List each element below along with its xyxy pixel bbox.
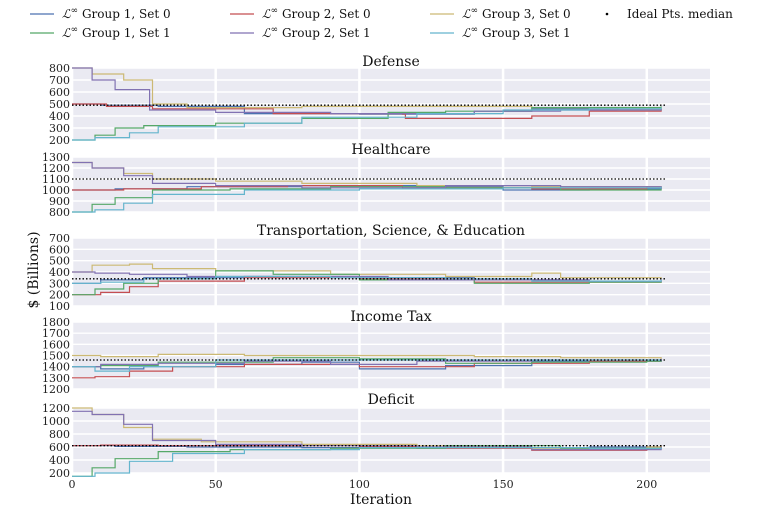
legend-label-g2s0: ℒ∞ Group 2, Set 0 bbox=[262, 6, 371, 21]
y-tick-label: 200 bbox=[49, 134, 70, 147]
y-tick-label: 500 bbox=[49, 98, 70, 111]
legend-label-ideal: Ideal Pts. median bbox=[627, 7, 733, 21]
legend-entry-g3s1: ℒ∞ Group 3, Set 1 bbox=[430, 25, 571, 40]
series-line-g3s1 bbox=[72, 275, 662, 284]
y-tick-label: 400 bbox=[49, 266, 70, 279]
y-tick-label: 1200 bbox=[42, 162, 70, 175]
y-tick-label: 1500 bbox=[42, 350, 70, 363]
panel-title: Deficit bbox=[368, 392, 415, 408]
legend-label-g3s0: ℒ∞ Group 3, Set 0 bbox=[462, 6, 571, 21]
y-tick-label: 1700 bbox=[42, 327, 70, 340]
y-tick-label: 100 bbox=[49, 300, 70, 313]
y-tick-label: 1400 bbox=[42, 361, 70, 374]
legend-label-g3s1: ℒ∞ Group 3, Set 1 bbox=[462, 25, 571, 40]
panel-title: Transportation, Science, & Education bbox=[257, 223, 525, 239]
y-tick-label: 400 bbox=[49, 454, 70, 467]
y-tick-label: 1100 bbox=[42, 173, 70, 186]
y-tick-label: 1600 bbox=[42, 338, 70, 351]
y-tick-label: 800 bbox=[49, 206, 70, 219]
legend-entry-g1s0: ℒ∞ Group 1, Set 0 bbox=[30, 6, 171, 21]
legend-label-g2s1: ℒ∞ Group 2, Set 1 bbox=[262, 25, 371, 40]
series-line-g1s1 bbox=[72, 445, 662, 477]
y-tick-label: 1300 bbox=[42, 372, 70, 385]
y-tick-label: 1200 bbox=[42, 402, 70, 415]
legend-label-g1s0: ℒ∞ Group 1, Set 0 bbox=[62, 6, 171, 21]
x-tick-label: 0 bbox=[69, 478, 76, 491]
y-tick-label: 300 bbox=[49, 277, 70, 290]
y-tick-label: 400 bbox=[49, 110, 70, 123]
legend-label-g1s1: ℒ∞ Group 1, Set 1 bbox=[62, 25, 171, 40]
y-tick-label: 600 bbox=[49, 86, 70, 99]
panel-background bbox=[72, 157, 710, 212]
x-tick-label: 50 bbox=[209, 478, 223, 491]
legend-entry-g2s0: ℒ∞ Group 2, Set 0 bbox=[230, 6, 371, 21]
y-tick-label: 200 bbox=[49, 467, 70, 480]
y-tick-label: 700 bbox=[49, 74, 70, 87]
y-tick-label: 1800 bbox=[42, 316, 70, 329]
series-line-g3s1 bbox=[72, 359, 662, 372]
series-line-g3s1 bbox=[72, 186, 662, 213]
legend-entry-g2s1: ℒ∞ Group 2, Set 1 bbox=[230, 25, 371, 40]
x-tick-label: 200 bbox=[636, 478, 657, 491]
series-line-g3s1 bbox=[72, 107, 662, 141]
series-line-g3s0 bbox=[72, 353, 662, 359]
y-tick-label: 600 bbox=[49, 441, 70, 454]
y-axis-label: $ (Billions) bbox=[26, 231, 42, 308]
y-tick-label: 200 bbox=[49, 289, 70, 302]
series-line-g1s1 bbox=[72, 270, 662, 296]
y-tick-label: 700 bbox=[49, 232, 70, 245]
legend-entry-ideal: Ideal Pts. median bbox=[605, 7, 733, 21]
x-axis-label: Iteration bbox=[350, 492, 412, 508]
panel-title: Income Tax bbox=[350, 309, 431, 325]
y-tick-label: 500 bbox=[49, 255, 70, 268]
x-tick-label: 100 bbox=[349, 478, 370, 491]
panel-title: Healthcare bbox=[351, 142, 430, 158]
series-line-g3s0 bbox=[72, 263, 662, 279]
legend-entry-g1s1: ℒ∞ Group 1, Set 1 bbox=[30, 25, 171, 40]
x-tick-label: 150 bbox=[493, 478, 514, 491]
y-tick-label: 1000 bbox=[42, 184, 70, 197]
y-tick-label: 800 bbox=[49, 428, 70, 441]
y-tick-label: 1300 bbox=[42, 151, 70, 164]
y-tick-label: 1000 bbox=[42, 415, 70, 428]
legend-marker-ideal bbox=[605, 12, 609, 16]
series-line-g3s1 bbox=[72, 447, 662, 477]
series-line-g1s1 bbox=[72, 186, 662, 213]
y-tick-label: 600 bbox=[49, 243, 70, 256]
panel-title: Defense bbox=[362, 54, 419, 70]
series-line-g1s1 bbox=[72, 357, 662, 368]
series-line-g2s1 bbox=[72, 161, 662, 189]
series-line-g2s1 bbox=[72, 67, 662, 115]
y-tick-label: 800 bbox=[49, 62, 70, 75]
y-tick-label: 900 bbox=[49, 195, 70, 208]
y-tick-label: 300 bbox=[49, 122, 70, 135]
legend-entry-g3s0: ℒ∞ Group 3, Set 0 bbox=[430, 6, 571, 21]
y-tick-label: 1200 bbox=[42, 383, 70, 396]
